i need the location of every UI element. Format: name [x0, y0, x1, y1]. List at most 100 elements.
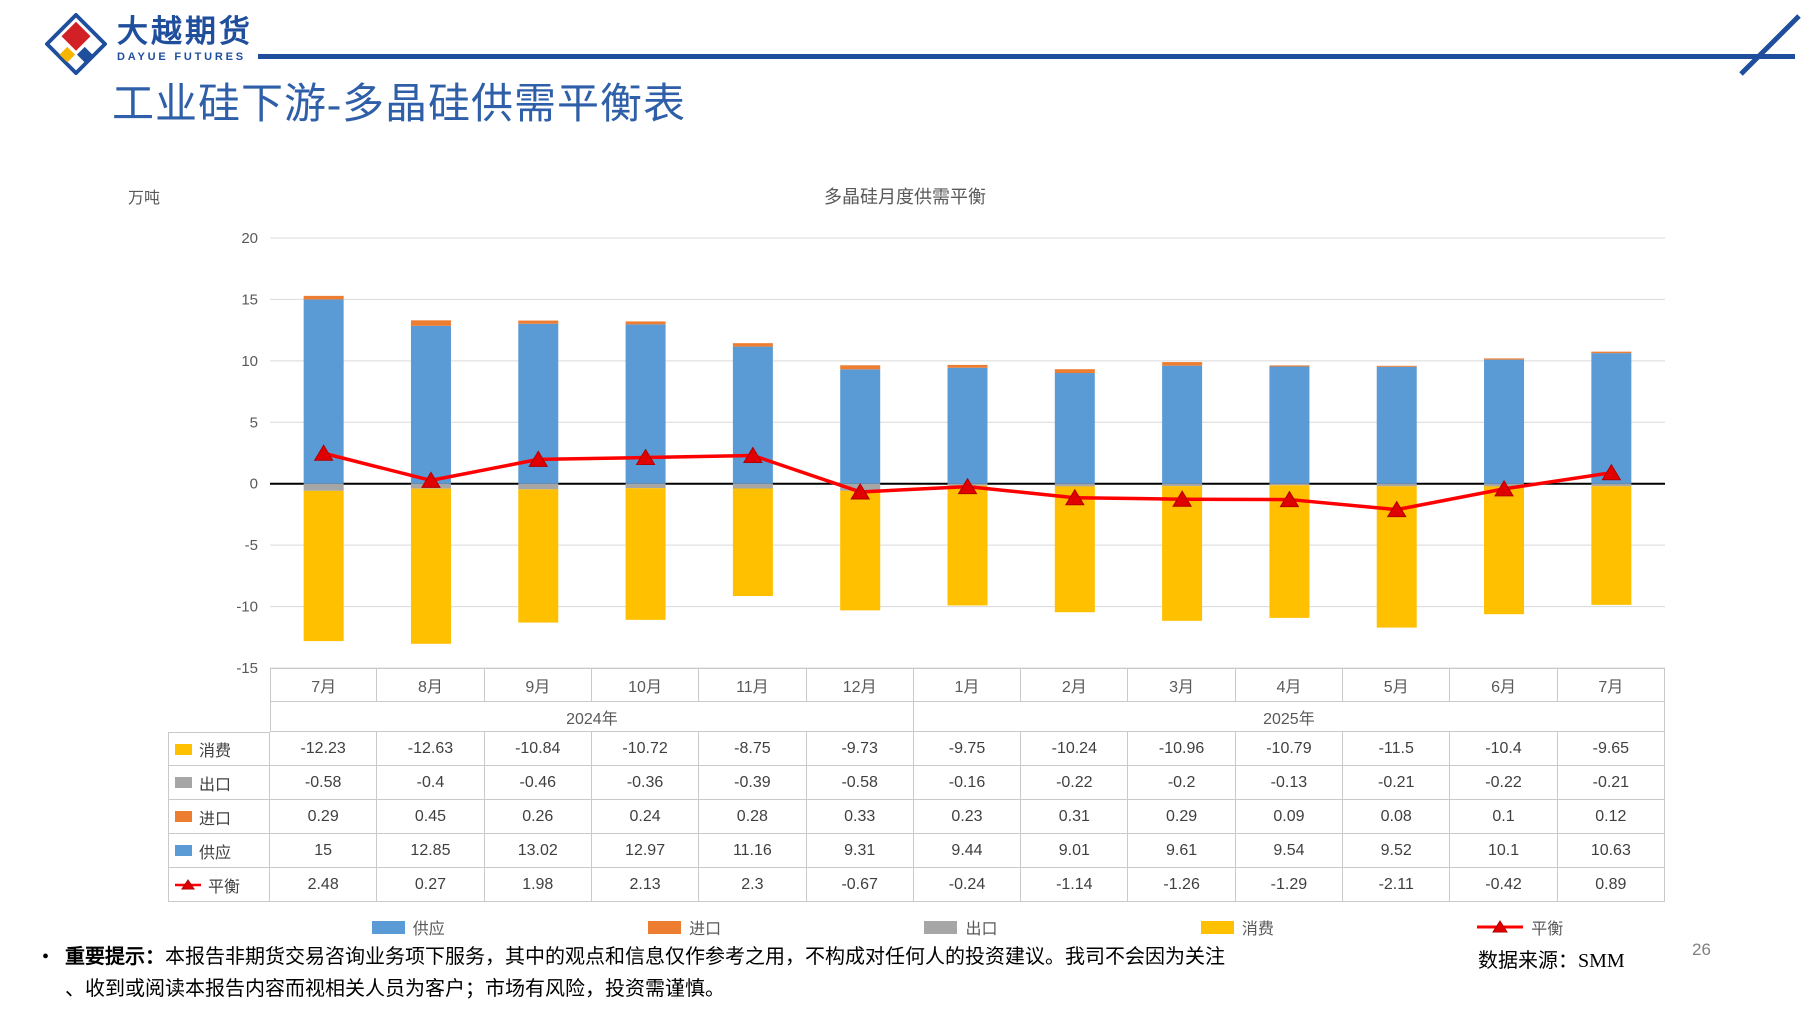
table-value-cell: -10.24: [1021, 732, 1129, 766]
bar-segment-出口: [732, 483, 773, 489]
table-value-cell: 0.24: [591, 800, 700, 834]
y-tick-label: 15: [241, 291, 258, 308]
chart-legend: 供应 进口 出口 消费 平衡: [270, 914, 1665, 940]
legend-label: 消费: [1241, 921, 1274, 938]
bar-segment-出口: [1054, 483, 1095, 487]
table-value-cell: -0.24: [913, 868, 1022, 902]
bar-segment-供应: [1269, 366, 1310, 484]
bar-segment-进口: [625, 321, 666, 325]
table-value-cell: -0.58: [270, 766, 378, 800]
table-corner-blank: [168, 702, 270, 732]
balance-line-swatch: [175, 878, 201, 891]
table-value-cell: 0.29: [270, 800, 378, 834]
table-value-cell: -1.29: [1235, 868, 1344, 902]
table-value-cell: -0.16: [913, 766, 1022, 800]
y-tick-label: -15: [236, 660, 258, 677]
series-color-swatch: [175, 743, 192, 755]
logo-company-subtitle: DAYUE FUTURES: [117, 51, 246, 63]
table-value-cell: -0.46: [484, 766, 592, 800]
balance-marker: [313, 444, 334, 461]
logo: 大越期货 DAYUE FUTURES: [45, 13, 253, 75]
table-value-cell: 0.12: [1557, 800, 1665, 834]
legend-color-swatch: [648, 920, 682, 934]
balance-marker: [635, 448, 656, 466]
table-value-cell: 2.3: [699, 868, 807, 902]
bar-segment-进口: [1591, 351, 1632, 354]
table-month-header: 6月: [1450, 668, 1558, 702]
bar-segment-进口: [1269, 365, 1310, 367]
bar-segment-供应: [1591, 353, 1632, 484]
legend-color-swatch: [924, 920, 958, 934]
table-value-cell: -9.73: [806, 732, 914, 766]
balance-marker: [957, 477, 978, 495]
table-value-cell: 10.1: [1450, 834, 1558, 868]
header-swoosh-line: [1739, 14, 1801, 76]
balance-marker: [1172, 490, 1193, 507]
balance-table: 7月 8月 9月 10月 11月 12月 1月 2月 3月 4月 5月 6月 7月 2024年 2025年消…: [168, 668, 1665, 902]
table-value-cell: 13.02: [484, 834, 592, 868]
bar-segment-供应: [410, 325, 451, 484]
table-value-cell: -0.22: [1021, 766, 1129, 800]
legend-item-进口: 进口: [648, 915, 721, 939]
bar-segment-供应: [947, 367, 988, 484]
table-value-cell: -0.13: [1235, 766, 1344, 800]
legend-label: 出口: [965, 921, 998, 938]
table-value-cell: -0.21: [1557, 766, 1665, 800]
bar-segment-出口: [1269, 483, 1310, 486]
bar-segment-消费: [732, 488, 773, 597]
table-value-cell: -0.4: [377, 766, 485, 800]
bar-segment-供应: [732, 346, 773, 484]
balance-marker: [850, 482, 871, 500]
bar-segment-供应: [1376, 366, 1417, 484]
table-value-cell: -10.79: [1235, 732, 1344, 766]
table-series-label-消费: 消费: [168, 732, 270, 766]
bar-segment-进口: [840, 365, 881, 370]
table-month-header: 4月: [1235, 668, 1344, 702]
table-month-header: 11月: [699, 668, 807, 702]
legend-label: 供应: [412, 921, 445, 938]
bar-segment-消费: [1054, 486, 1095, 613]
table-value-cell: -10.4: [1450, 732, 1558, 766]
table-value-cell: 0.08: [1343, 800, 1451, 834]
bar-segment-消费: [303, 490, 344, 642]
balance-marker: [743, 446, 763, 463]
bar-segment-进口: [410, 320, 451, 326]
bar-segment-出口: [1376, 483, 1417, 487]
table-value-cell: 10.63: [1557, 834, 1665, 868]
bar-segment-出口: [303, 483, 344, 491]
series-name: 供应: [199, 844, 232, 862]
table-month-header: 2月: [1021, 668, 1129, 702]
table-value-cell: 0.89: [1557, 868, 1665, 902]
bar-segment-进口: [1484, 358, 1525, 360]
logo-text: 大越期货 DAYUE FUTURES: [117, 13, 253, 63]
table-month-header: 8月: [377, 668, 485, 702]
series-name: 平衡: [208, 878, 241, 896]
y-tick-label: 0: [250, 476, 258, 493]
table-value-cell: -0.58: [806, 766, 914, 800]
table-series-label-平衡: 平衡: [168, 868, 270, 902]
bar-segment-消费: [1484, 486, 1525, 615]
table-month-header: 1月: [913, 668, 1022, 702]
table-value-cell: 15: [270, 834, 378, 868]
y-tick-label: -10: [236, 599, 258, 616]
table-month-header: 9月: [484, 668, 592, 702]
table-value-cell: -1.26: [1128, 868, 1236, 902]
table-year-header: 2025年: [913, 702, 1665, 732]
table-month-header: 12月: [806, 668, 914, 702]
bullet-point: •: [42, 946, 50, 968]
table-value-cell: -8.75: [699, 732, 807, 766]
bar-segment-出口: [518, 483, 559, 490]
logo-company-name: 大越期货: [117, 14, 253, 49]
bar-segment-供应: [1054, 373, 1095, 484]
table-value-cell: 0.29: [1128, 800, 1236, 834]
bar-segment-消费: [518, 489, 559, 623]
bar-segment-供应: [1162, 365, 1203, 484]
y-tick-label: -5: [245, 537, 258, 554]
legend-color-swatch: [371, 920, 405, 934]
bar-segment-出口: [1591, 483, 1632, 487]
bar-segment-消费: [947, 485, 988, 606]
bar-segment-进口: [518, 320, 559, 324]
table-month-header: 5月: [1343, 668, 1451, 702]
table-month-header: 7月: [1557, 668, 1665, 702]
